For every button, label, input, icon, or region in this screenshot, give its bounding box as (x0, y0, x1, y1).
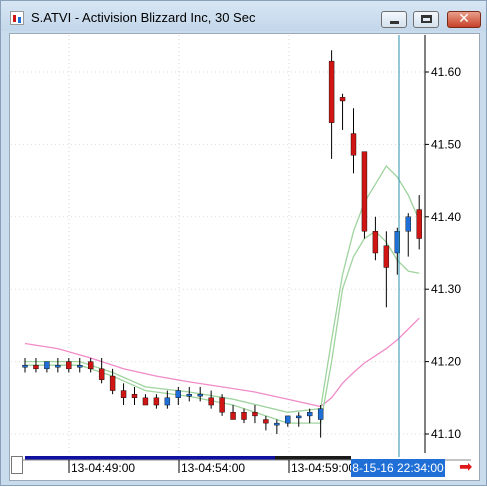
candle-down (219, 397, 225, 413)
maximize-button[interactable] (413, 11, 439, 28)
price-tick-label: 41.20 (431, 355, 461, 369)
candle-up (197, 393, 203, 397)
candle-up (175, 390, 182, 398)
time-tick-label: 13-04:49:00 (71, 461, 135, 475)
candle-down (120, 390, 127, 398)
candle-down (98, 368, 105, 380)
chart-scroll-handle[interactable] (11, 456, 23, 474)
candle-up (296, 415, 302, 419)
moving-average-slow (24, 317, 420, 408)
candle-up (77, 365, 83, 368)
moving-average-fast-upper (25, 165, 420, 413)
candle-up (22, 365, 28, 368)
candle-down (87, 361, 94, 370)
price-tick-label: 41.60 (431, 65, 461, 79)
candle-up (285, 415, 291, 424)
candle-down (153, 397, 160, 406)
price-tick-label: 41.40 (431, 210, 461, 224)
candle-up (317, 408, 324, 420)
candle-down (131, 393, 138, 398)
time-scrollbar-thumb (275, 456, 351, 460)
title-bar[interactable]: S.ATVI - Activision Blizzard Inc, 30 Sec… (1, 1, 486, 31)
scroll-right-arrow-icon[interactable]: ➡ (459, 457, 473, 476)
candle-down (383, 245, 390, 268)
candle-down (142, 397, 149, 406)
cursor-time-label: 8-15-16 22:34:00 (351, 459, 445, 477)
candle-down (416, 209, 422, 239)
close-icon: ✕ (458, 11, 470, 27)
candle-up (55, 365, 61, 368)
minimize-icon (390, 21, 399, 24)
candle-up (394, 231, 400, 254)
price-tick-label: 41.50 (431, 137, 461, 151)
candle-up (44, 361, 50, 370)
candle-down (208, 397, 214, 406)
candle-up (405, 216, 411, 232)
candle-down (33, 365, 39, 370)
minimize-button[interactable] (381, 11, 407, 28)
maximize-icon (421, 15, 432, 23)
candle-up (307, 412, 313, 417)
candle-down (109, 375, 116, 391)
price-tick-label: 41.10 (431, 427, 461, 441)
time-tick-label: 13-04:59:00 (291, 461, 355, 475)
time-tick-label: 13-04:54:00 (181, 461, 245, 475)
window-title: S.ATVI - Activision Blizzard Inc, 30 Sec (31, 10, 256, 25)
candle-up (274, 422, 280, 426)
moving-average-fast-lower (25, 230, 420, 424)
candle-down (263, 419, 269, 424)
candle-down (230, 412, 236, 420)
time-scrollbar-track (25, 456, 275, 460)
candlestick-chart-icon (10, 11, 24, 25)
price-tick-label: 41.30 (431, 282, 461, 296)
candle-down (328, 60, 335, 123)
close-button[interactable]: ✕ (447, 11, 481, 28)
chart-area[interactable] (9, 33, 480, 481)
candle-up (164, 397, 171, 406)
candle-down (66, 361, 72, 370)
candle-down (361, 151, 368, 232)
candle-up (186, 393, 192, 397)
candle-down (350, 133, 357, 156)
candle-down (372, 231, 379, 254)
candle-down (252, 412, 258, 417)
candle-down (241, 412, 247, 420)
candle-down (339, 97, 346, 102)
